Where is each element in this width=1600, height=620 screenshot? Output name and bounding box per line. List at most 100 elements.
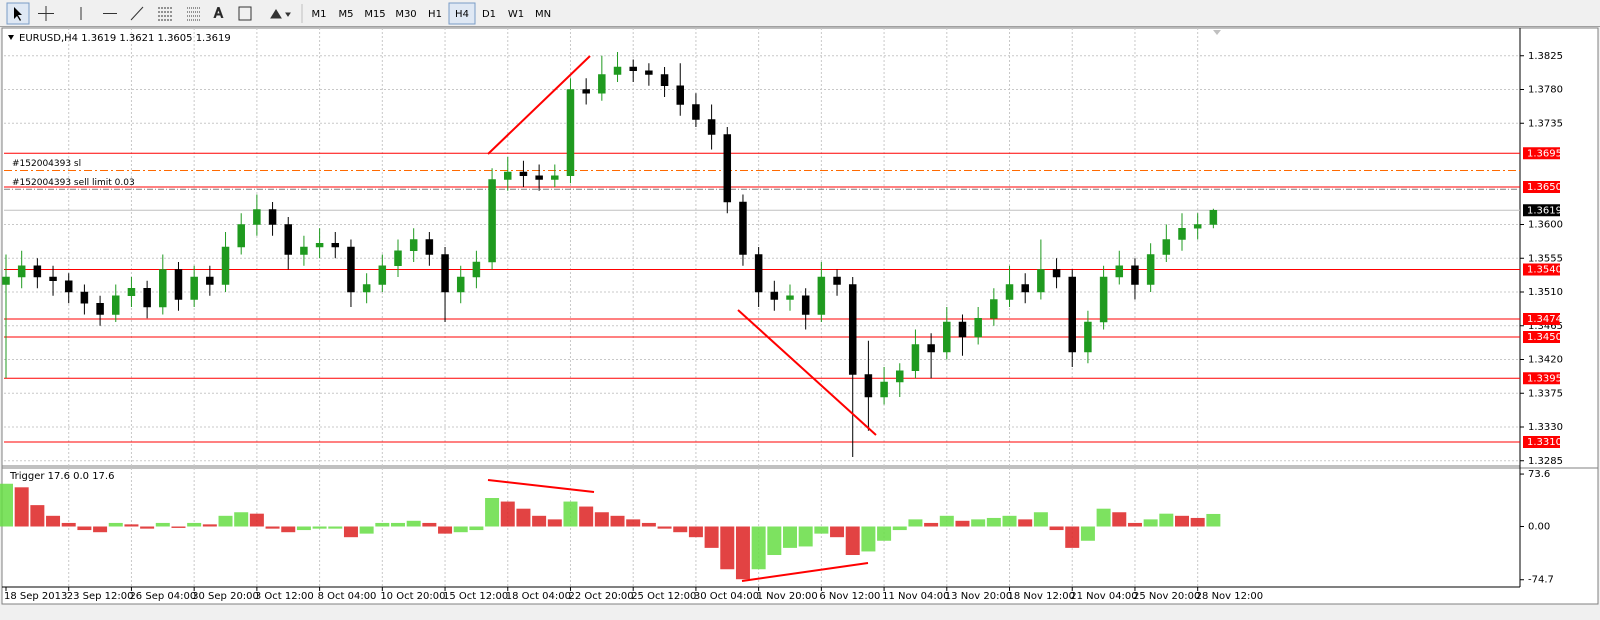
timeframe-button[interactable]: M30 — [395, 9, 416, 20]
timeframe-button[interactable]: H1 — [428, 9, 442, 20]
histogram-bar — [1143, 519, 1158, 527]
x-tick-label: 18 Oct 04:00 — [506, 591, 571, 602]
level-label: 1.3474 — [1527, 314, 1562, 325]
x-tick-label: 26 Sep 04:00 — [129, 591, 196, 602]
x-tick-label: 18 Nov 12:00 — [1008, 591, 1075, 602]
histogram-bar — [218, 515, 233, 527]
histogram-bar — [469, 526, 484, 531]
histogram-bar — [453, 526, 468, 533]
histogram-bar — [845, 526, 860, 556]
histogram-bar — [1175, 515, 1189, 527]
timeframe-button[interactable]: MN — [535, 9, 551, 20]
histogram-bar — [343, 526, 358, 538]
timeframe-button[interactable]: M15 — [364, 9, 385, 20]
candle-body — [598, 74, 606, 94]
level-tag — [1523, 331, 1560, 343]
x-tick-label: 23 Sep 12:00 — [67, 591, 134, 602]
trendline-icon[interactable] — [130, 6, 144, 21]
x-tick-label: 25 Nov 20:00 — [1133, 591, 1200, 602]
histogram-bar — [77, 526, 92, 531]
candle-body — [409, 239, 418, 251]
x-tick-label: 13 Nov 20:00 — [945, 591, 1012, 602]
candle-body — [206, 276, 214, 285]
timeframe-button[interactable]: H4 — [455, 9, 469, 20]
histogram-bar — [579, 506, 594, 527]
crosshair-icon[interactable] — [38, 6, 54, 21]
candle-body — [1084, 321, 1092, 353]
candle-body — [425, 239, 434, 255]
timeframe-button[interactable]: W1 — [508, 9, 524, 20]
trend-line[interactable] — [737, 309, 877, 436]
histogram-bar — [877, 526, 892, 541]
histogram-bar — [438, 526, 453, 534]
level-label: 1.3450 — [1527, 332, 1562, 343]
candle-body — [1162, 239, 1171, 255]
timeframe-button[interactable]: M5 — [339, 9, 354, 20]
arrows-icon[interactable] — [270, 9, 291, 19]
bid-label: 1.3619 — [1527, 205, 1562, 216]
shift-marker[interactable] — [1213, 30, 1221, 35]
trend-line[interactable] — [487, 55, 591, 155]
text-icon[interactable]: A — [214, 6, 224, 22]
histogram-bar — [485, 497, 500, 527]
candle-body — [911, 344, 920, 371]
y-tick-label: 1.3330 — [1528, 422, 1563, 433]
histogram-bar — [767, 526, 782, 556]
candle-body — [378, 265, 387, 285]
histogram-bar — [1159, 513, 1174, 527]
histogram-bar — [406, 520, 421, 527]
histogram-bar — [971, 519, 986, 527]
level-tag — [1523, 372, 1560, 385]
level-label: 1.3540 — [1527, 265, 1562, 276]
fibo-icon[interactable] — [187, 7, 201, 21]
histogram-bar — [61, 522, 76, 527]
candle-body — [535, 175, 543, 180]
x-tick-label: 10 Oct 20:00 — [380, 591, 445, 602]
y-tick-label: 1.3465 — [1528, 321, 1563, 332]
candle-body — [174, 269, 183, 300]
timeframe-button[interactable]: D1 — [482, 9, 496, 20]
candle-body — [96, 303, 104, 315]
candle-body — [770, 291, 779, 300]
candle-body — [456, 276, 465, 293]
x-tick-label: 30 Sep 20:00 — [192, 591, 259, 602]
candle-body — [880, 381, 888, 398]
candle-body — [1131, 265, 1139, 285]
histogram-bar — [594, 512, 609, 527]
label-icon[interactable] — [238, 6, 252, 21]
candle-body — [159, 269, 167, 308]
y-tick-label: 1.3600 — [1528, 220, 1563, 231]
grid — [4, 28, 1520, 587]
histogram-bar — [688, 526, 703, 538]
histogram-bar — [391, 522, 405, 527]
y-tick-label: 1.3420 — [1528, 355, 1563, 366]
histogram-bar — [46, 515, 61, 527]
candle-body — [300, 246, 308, 255]
order-label: #152004393 sell limit 0.03 — [12, 178, 135, 188]
candle-body — [112, 295, 120, 315]
histogram-bar — [1096, 508, 1111, 527]
histogram-bar — [108, 522, 123, 527]
trend-line[interactable] — [487, 479, 595, 493]
timeframe-button[interactable]: M1 — [312, 9, 327, 20]
candle-body — [613, 66, 622, 75]
collapse-arrow[interactable] — [8, 35, 14, 40]
histogram-bar — [673, 526, 688, 533]
indicator — [0, 483, 1221, 580]
candle-body — [927, 344, 935, 353]
trend-line[interactable] — [741, 562, 869, 582]
histogram-bar — [1190, 517, 1205, 527]
histogram-bar — [1127, 522, 1142, 527]
candle-body — [864, 374, 873, 398]
candle-body — [519, 171, 528, 176]
histogram-bar — [171, 526, 186, 528]
candle-body — [504, 171, 512, 180]
channel-icon[interactable] — [158, 7, 172, 21]
x-tick-label: 30 Oct 04:00 — [694, 591, 759, 602]
candle-body — [488, 179, 496, 263]
candle-body — [347, 246, 355, 293]
histogram-bar — [892, 526, 907, 531]
candle-body — [64, 280, 73, 293]
